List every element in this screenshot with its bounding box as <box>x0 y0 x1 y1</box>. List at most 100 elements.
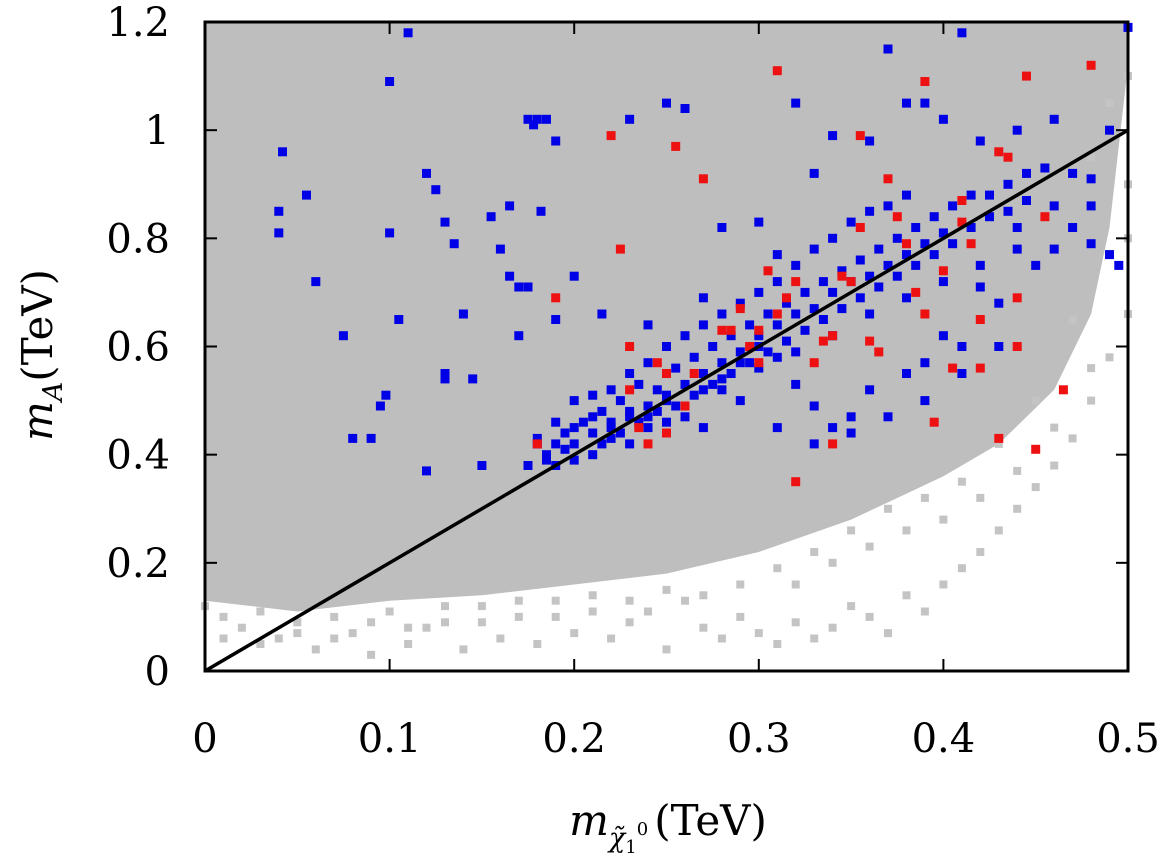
blue-point <box>495 244 505 254</box>
blue-point <box>772 423 782 433</box>
blue-point <box>662 390 671 400</box>
blue-point <box>911 260 921 270</box>
reference-line-group <box>204 128 1129 673</box>
grey-band-point <box>662 585 671 594</box>
blue-point <box>1049 114 1059 124</box>
red-point <box>754 325 764 335</box>
red-point <box>957 196 967 205</box>
red-point <box>782 293 791 303</box>
grey-band-point <box>847 526 856 535</box>
blue-point <box>791 379 801 389</box>
blue-point <box>698 369 708 378</box>
y-axis-ticks: 0 0.2 0.4 0.6 0.8 1 1.2 <box>106 0 1128 695</box>
blue-point <box>1012 125 1022 135</box>
blue-point <box>708 379 718 389</box>
blue-point <box>671 363 681 373</box>
blue-point <box>536 206 546 216</box>
red-point <box>818 336 828 346</box>
red-point <box>698 174 708 184</box>
grey-band-point <box>1013 466 1022 475</box>
blue-point <box>975 282 985 292</box>
blue-point <box>754 331 764 341</box>
grey-band-point <box>533 640 542 648</box>
blue-point <box>883 260 893 270</box>
grey-band-point <box>1031 483 1040 492</box>
blue-point <box>754 287 764 297</box>
grey-band-point <box>1013 504 1022 513</box>
y-tick-label: 0.6 <box>106 325 170 371</box>
red-point <box>994 433 1004 443</box>
blue-point <box>892 233 902 243</box>
blue-point <box>1086 239 1096 249</box>
blue-point <box>551 315 561 324</box>
red-point <box>911 287 921 297</box>
blue-point <box>588 428 598 438</box>
blue-point <box>920 239 930 249</box>
grey-band-point <box>274 634 283 643</box>
blue-point <box>569 455 579 465</box>
blue-point <box>911 223 921 232</box>
grey-band-point <box>976 493 985 502</box>
blue-point <box>938 114 948 124</box>
blue-point <box>735 298 745 308</box>
grey-band-point <box>1050 423 1059 432</box>
blue-point <box>855 255 865 265</box>
grey-band-point <box>219 634 228 643</box>
red-point <box>1022 71 1031 81</box>
blue-point <box>929 250 939 260</box>
blue-point <box>431 185 441 195</box>
grey-band-point <box>385 607 394 616</box>
grey-band-point <box>1068 434 1077 443</box>
blue-point <box>529 120 539 130</box>
grey-band-point <box>810 548 819 556</box>
blue-point <box>375 401 385 411</box>
blue-point <box>920 98 930 108</box>
blue-point <box>920 396 930 406</box>
red-point <box>754 358 764 368</box>
y-tick-label: 1.2 <box>106 0 170 46</box>
blue-point <box>717 374 727 384</box>
red-point <box>726 325 736 335</box>
blue-point <box>772 320 782 330</box>
grey-band-point <box>957 477 966 486</box>
y-tick-label: 0.4 <box>106 433 170 479</box>
red-point <box>938 266 948 276</box>
red-point <box>1058 385 1068 395</box>
blue-point <box>994 342 1004 351</box>
grey-band-point <box>367 618 376 627</box>
blue-point <box>1114 260 1124 270</box>
y-axis-label-unit: (TeV) <box>13 269 62 382</box>
red-point <box>948 363 958 373</box>
blue-point <box>818 315 828 324</box>
blue-point <box>1105 125 1114 135</box>
red-point <box>920 77 930 86</box>
grey-band-point <box>1050 461 1059 470</box>
blue-point <box>385 228 395 238</box>
blue-point <box>717 223 727 232</box>
blue-point <box>809 439 819 449</box>
grey-band-point <box>884 504 892 513</box>
grey-band-point <box>773 564 782 573</box>
grey-band-point <box>662 645 671 654</box>
blue-point <box>514 331 524 341</box>
grey-band-point <box>976 548 985 556</box>
grey-band-point <box>644 607 652 616</box>
blue-point <box>846 428 856 438</box>
blue-point <box>1040 163 1050 173</box>
blue-point <box>782 336 791 346</box>
grey-band-point <box>736 612 745 621</box>
y-axis-label-symbol: m <box>13 401 62 441</box>
blue-point <box>1105 250 1114 260</box>
blue-point <box>1012 223 1022 232</box>
x-tick-label: 0 <box>192 716 217 762</box>
blue-point <box>689 352 699 362</box>
blue-point <box>938 331 948 341</box>
grey-band-point <box>1105 99 1114 108</box>
blue-point <box>278 147 287 157</box>
blue-point <box>828 233 838 243</box>
grey-band-point <box>625 596 634 605</box>
blue-point <box>902 369 911 378</box>
grey-band-point <box>920 493 929 502</box>
blue-point <box>1012 244 1022 254</box>
blue-point <box>458 309 468 319</box>
